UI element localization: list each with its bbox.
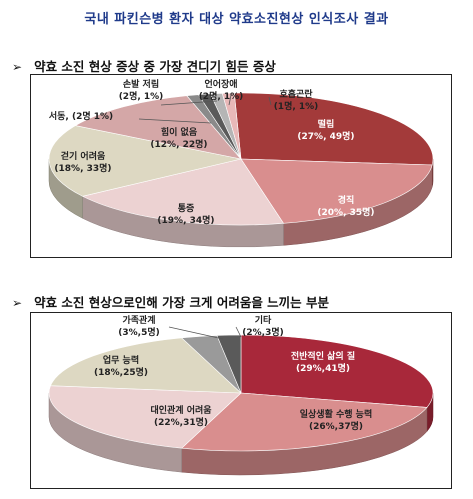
leader-line xyxy=(138,118,212,124)
chart-2-pie: 전반적인 삶의 질(29%,41명) 일상생활 수행 능력(26%,37명) 대인관… xyxy=(48,314,434,476)
pie-slice xyxy=(48,125,242,197)
slice-label: 호흡곤란 xyxy=(279,88,313,100)
slice-label: 기타 xyxy=(255,314,272,326)
slice-value: (2명, 1%) xyxy=(199,90,244,102)
leader-line xyxy=(168,326,224,340)
leader-line xyxy=(228,94,232,106)
arrow-bullet-icon: ➢ xyxy=(12,60,23,74)
page-title: 국내 파킨슨병 환자 대상 약효소진현상 인식조사 결과 xyxy=(84,12,389,27)
chart-1-pie: 떨림(27%, 49명) 경직(20%, 35명) 통증(19%, 34명) 걷기 어… xyxy=(48,78,434,248)
pie-slice xyxy=(50,337,242,394)
slice-label: 손발 저림 xyxy=(123,78,159,90)
pie-slice xyxy=(48,385,242,449)
pie-slice xyxy=(240,158,433,224)
slice-label: 대인관계 어려움 xyxy=(150,404,211,416)
chart-2-frame: 전반적인 삶의 질 (29%,41명) 일상생활 수행 능력 (26%,37명) 대인관… xyxy=(30,312,452,489)
slice-label: 언어장애 xyxy=(204,78,237,90)
slice-label: 힘이 없음 xyxy=(161,126,197,138)
slice-value: (26%,37명) xyxy=(309,420,363,432)
leader-line xyxy=(235,326,242,338)
pie-slice xyxy=(233,92,434,166)
slice-label: 떨림 xyxy=(318,118,335,130)
chart-1-frame: 떨림 (27%, 49명) 경직 (20%, 35명) 통증 (19%, 34명) 걷기 어… xyxy=(30,74,452,258)
slice-value: (20%, 35명) xyxy=(317,206,374,218)
slice-value: (19%, 34명) xyxy=(157,214,214,226)
slice-label-inline: 서동, (2명 1%) xyxy=(49,110,113,122)
slice-value: (2명, 1%) xyxy=(119,90,164,102)
slice-label: 일상생활 수행 능력 xyxy=(300,408,373,420)
slice-value: (12%, 22명) xyxy=(150,138,207,150)
pie-slice xyxy=(221,92,242,160)
slice-value: (1명, 1%) xyxy=(274,100,319,112)
slice-label: 경직 xyxy=(338,194,355,206)
pie-slice xyxy=(180,392,428,452)
chart-2-title: 약효 소진 현상으로인해 가장 크게 어려움을 느끼는 부분 xyxy=(34,295,330,310)
slice-value: (3%,5명) xyxy=(118,326,159,338)
slice-value: (29%,41명) xyxy=(296,362,350,374)
slice-value: (27%, 49명) xyxy=(297,130,354,142)
leader-line xyxy=(268,96,272,106)
leader-line xyxy=(160,100,218,106)
pie-slice xyxy=(74,95,242,160)
slice-label: 업무 능력 xyxy=(103,354,139,366)
arrow-bullet-icon: ➢ xyxy=(12,296,23,310)
slice-label: 통증 xyxy=(178,203,195,214)
section-title-1: ➢ 약효 소진 현상 증상 중 가장 견디기 힘든 증상 xyxy=(12,56,276,75)
slice-label: 가족관계 xyxy=(122,314,155,326)
slice-value: (18%,25명) xyxy=(94,366,148,378)
slice-value: (18%, 33명) xyxy=(54,162,111,174)
chart-1-title: 약효 소진 현상 증상 중 가장 견디기 힘든 증상 xyxy=(34,59,276,74)
pie-slice xyxy=(81,158,285,226)
slice-label: 걷기 어려움 xyxy=(61,150,106,162)
pie-slice xyxy=(216,334,242,394)
pie-slice xyxy=(240,334,434,408)
section-title-2: ➢ 약효 소진 현상으로인해 가장 크게 어려움을 느끼는 부분 xyxy=(12,292,329,311)
slice-value: (22%,31명) xyxy=(154,416,208,428)
slice-value: (2%,3명) xyxy=(242,326,283,338)
slice-label: 전반적인 삶의 질 xyxy=(291,350,355,362)
